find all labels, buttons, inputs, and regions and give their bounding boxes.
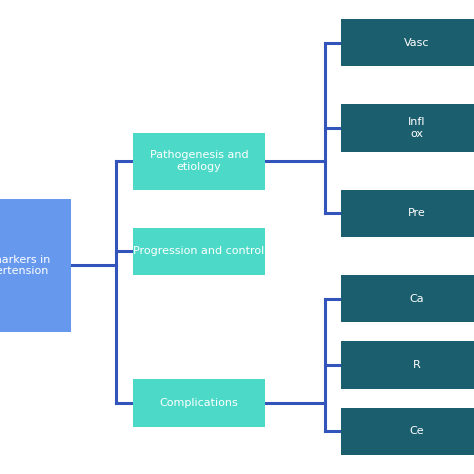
Text: Pre: Pre xyxy=(408,208,426,219)
FancyBboxPatch shape xyxy=(341,408,474,455)
Text: Infl
ox: Infl ox xyxy=(409,117,426,139)
Text: R: R xyxy=(413,360,421,370)
Text: biomarkers in
hypertension: biomarkers in hypertension xyxy=(0,255,50,276)
Text: Ca: Ca xyxy=(410,293,424,304)
FancyBboxPatch shape xyxy=(341,104,474,152)
FancyBboxPatch shape xyxy=(341,190,474,237)
Text: Ce: Ce xyxy=(410,426,424,437)
Text: Vasc: Vasc xyxy=(404,37,430,48)
FancyBboxPatch shape xyxy=(341,341,474,389)
FancyBboxPatch shape xyxy=(133,228,265,275)
FancyBboxPatch shape xyxy=(0,199,71,332)
Text: Progression and control: Progression and control xyxy=(134,246,264,256)
Text: Pathogenesis and
etiology: Pathogenesis and etiology xyxy=(150,150,248,172)
Text: Complications: Complications xyxy=(160,398,238,408)
FancyBboxPatch shape xyxy=(341,19,474,66)
FancyBboxPatch shape xyxy=(133,133,265,190)
FancyBboxPatch shape xyxy=(133,379,265,427)
FancyBboxPatch shape xyxy=(341,275,474,322)
